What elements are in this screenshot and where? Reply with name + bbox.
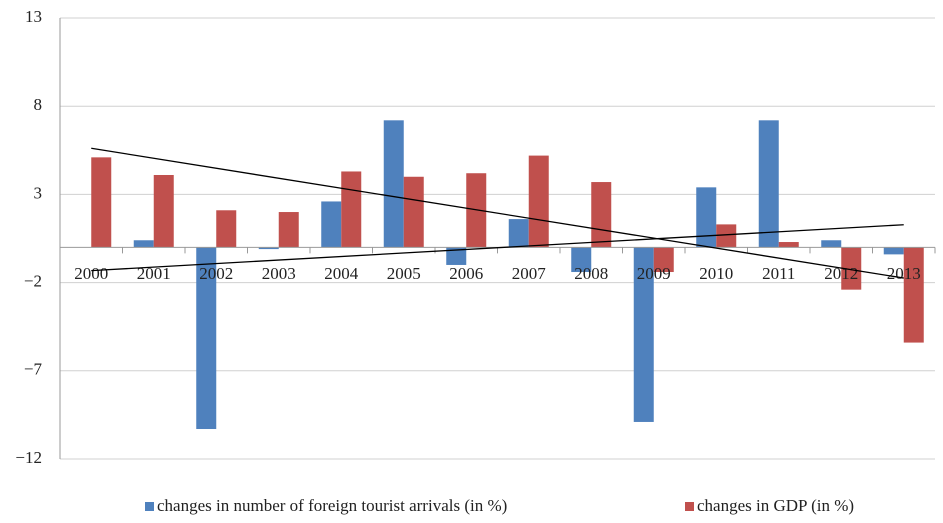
y-tick-label: −12 <box>15 448 42 467</box>
bar <box>528 155 549 248</box>
bar <box>153 174 174 248</box>
y-tick-label: 3 <box>34 183 43 202</box>
bar <box>716 224 737 248</box>
x-tick-label: 2009 <box>637 264 671 283</box>
bar <box>758 120 779 248</box>
x-tick-label: 2008 <box>574 264 608 283</box>
x-tick-label: 2005 <box>387 264 421 283</box>
legend-swatch <box>145 502 154 511</box>
bar <box>446 247 467 265</box>
bar <box>258 247 279 250</box>
y-tick-label: 8 <box>34 95 43 114</box>
x-tick-label: 2000 <box>74 264 108 283</box>
bar <box>591 182 612 248</box>
x-tick-label: 2006 <box>449 264 483 283</box>
bar <box>571 247 592 273</box>
x-tick-label: 2013 <box>887 264 921 283</box>
x-tick-label: 2010 <box>699 264 733 283</box>
y-tick-label: −7 <box>24 360 43 379</box>
bar <box>91 157 112 248</box>
bar <box>403 176 424 248</box>
trendline <box>91 224 904 272</box>
bar <box>196 247 217 430</box>
bar <box>903 247 924 343</box>
x-tick-label: 2004 <box>324 264 359 283</box>
bar <box>821 240 842 248</box>
bar <box>653 247 674 273</box>
y-tick-label: −2 <box>24 272 42 291</box>
bar <box>696 187 717 248</box>
bar <box>383 120 404 248</box>
bar <box>508 219 529 248</box>
bar <box>841 247 862 290</box>
x-tick-label: 2007 <box>512 264 547 283</box>
x-tick-label: 2003 <box>262 264 296 283</box>
bar <box>633 247 654 422</box>
bar <box>341 171 362 248</box>
legend-label: changes in GDP (in %) <box>697 496 854 515</box>
x-tick-label: 2002 <box>199 264 233 283</box>
trendline <box>91 147 904 279</box>
x-tick-label: 2011 <box>762 264 795 283</box>
x-tick-label: 2012 <box>824 264 858 283</box>
x-tick-label: 2001 <box>137 264 171 283</box>
bar <box>778 242 799 248</box>
bar <box>883 247 904 255</box>
bar <box>133 240 154 248</box>
y-tick-label: 13 <box>25 7 42 26</box>
bar <box>216 210 237 248</box>
legend-label: changes in number of foreign tourist arr… <box>157 496 507 515</box>
bar <box>321 201 342 248</box>
bar <box>278 212 299 248</box>
legend-swatch <box>685 502 694 511</box>
